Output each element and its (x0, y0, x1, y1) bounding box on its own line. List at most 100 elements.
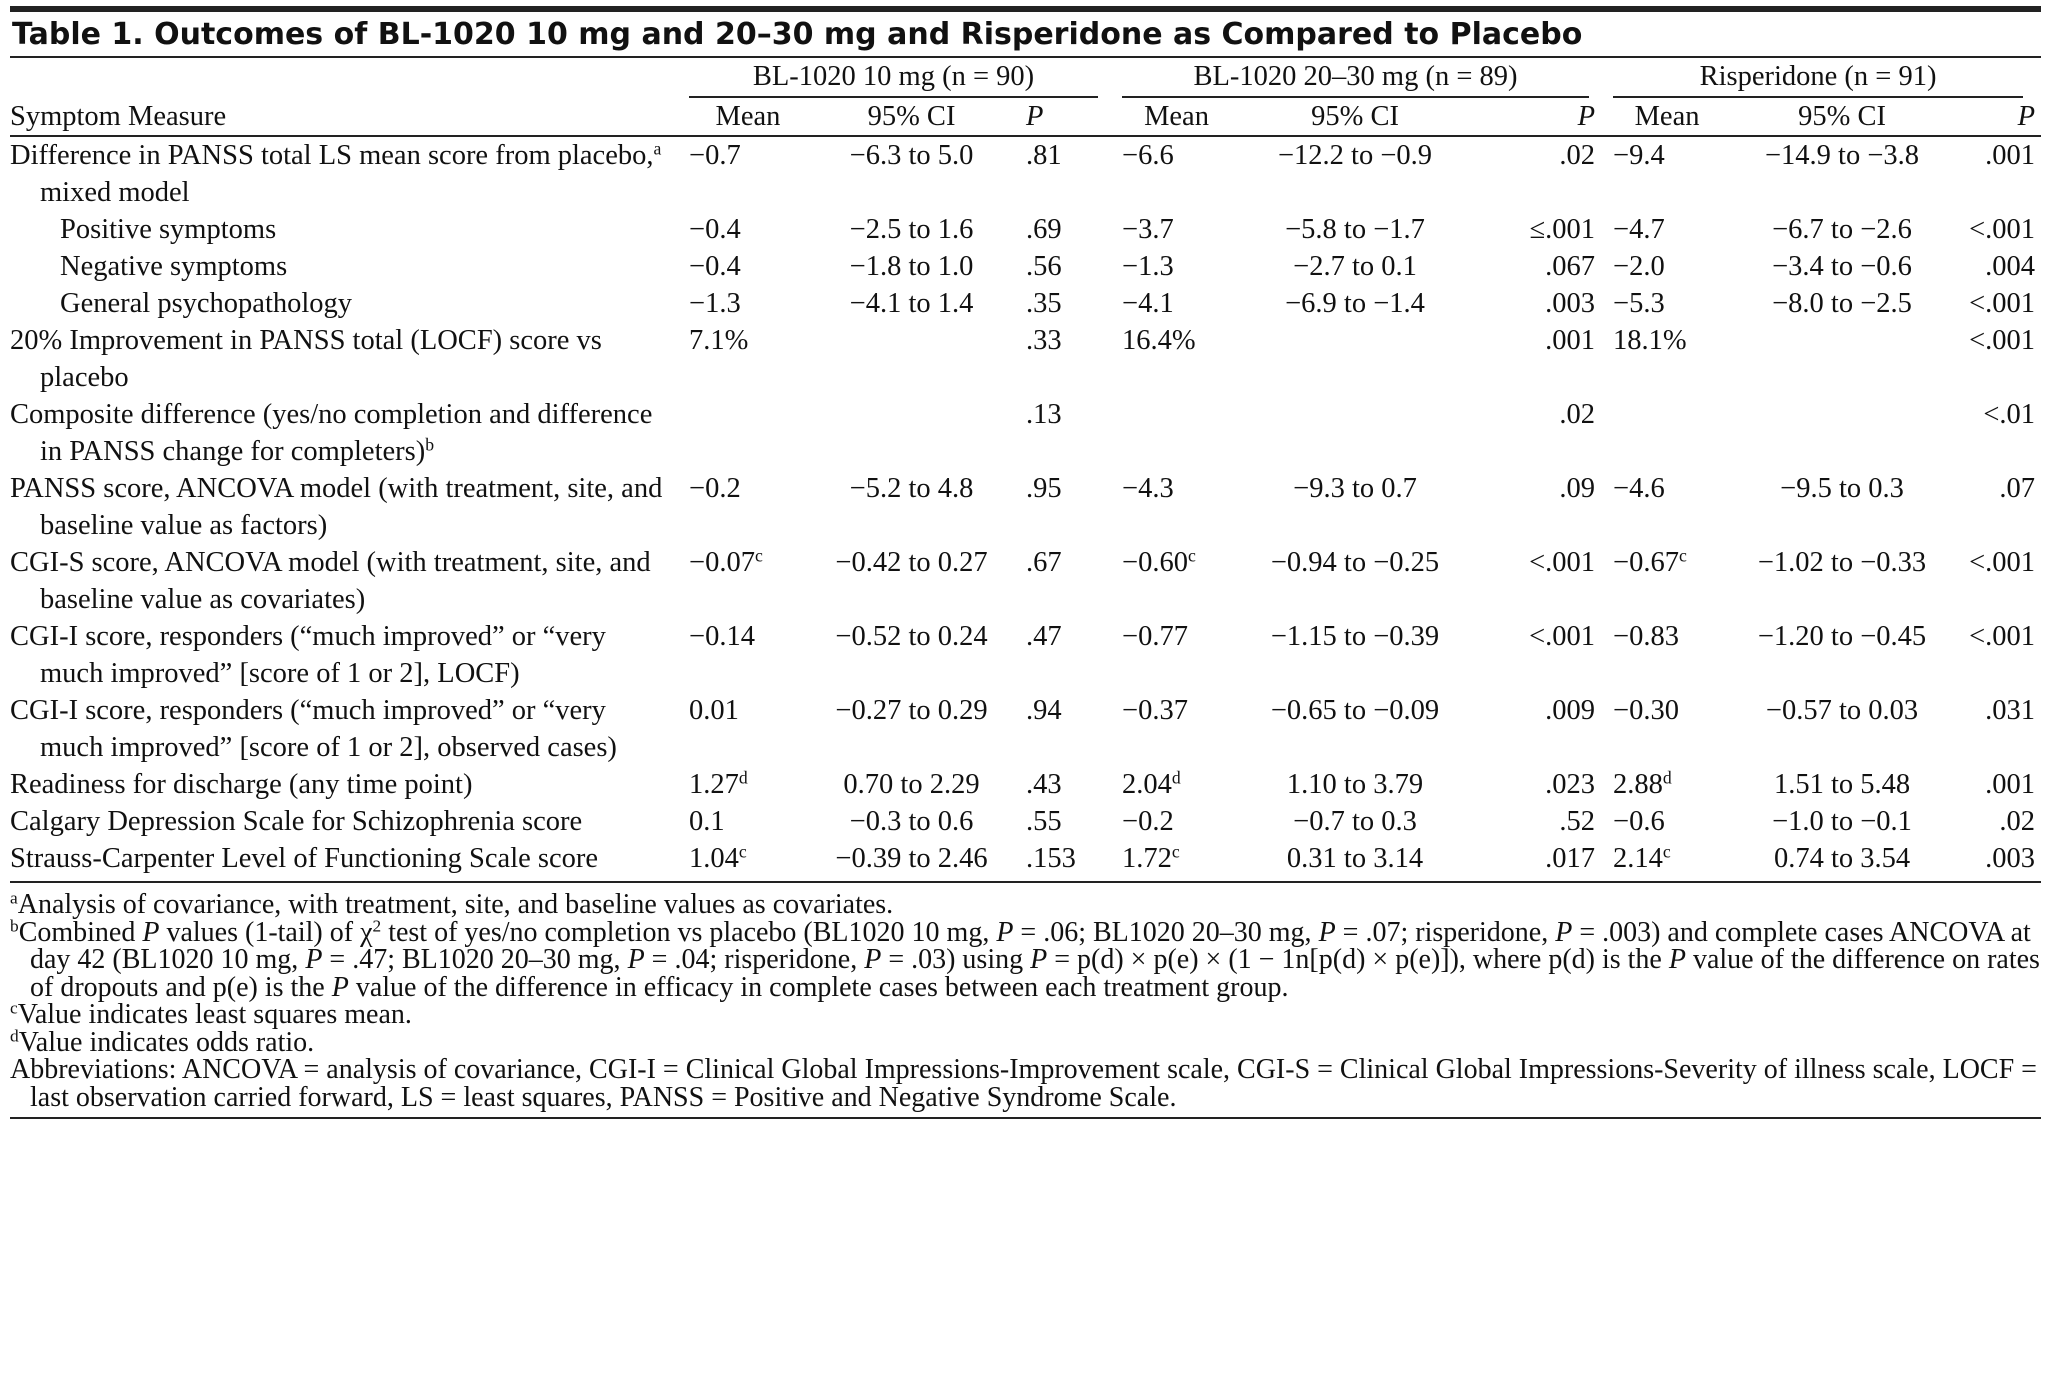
text: .003 (1545, 288, 1596, 319)
cell: −2.5 to 1.6 (807, 211, 1016, 248)
cell: .001 (1479, 322, 1607, 396)
cell (807, 322, 1016, 396)
cell: −0.7 to 0.3 (1231, 803, 1479, 840)
text: −4.1 to 1.4 (849, 288, 974, 319)
cell: −1.02 to −0.33 (1721, 544, 1963, 618)
cell: .47 (1016, 618, 1116, 692)
cell: −0.57 to 0.03 (1721, 692, 1963, 766)
italic-text: P (996, 916, 1014, 948)
superscript: a (653, 138, 662, 159)
text: −0.57 to 0.03 (1765, 695, 1919, 726)
table-row: CGI-I score, responders (“much improved”… (10, 692, 2041, 766)
text: .09 (1559, 473, 1596, 504)
text: −0.2 (689, 473, 741, 504)
text: −4.1 (1122, 288, 1174, 319)
cell: −9.5 to 0.3 (1721, 470, 1963, 544)
text: −0.60 (1122, 547, 1188, 578)
cell: 0.70 to 2.29 (807, 766, 1016, 803)
text: CGI-I score, responders (“much improved”… (10, 621, 606, 689)
text: −4.7 (1613, 214, 1665, 245)
cell: −0.4 (683, 248, 807, 285)
cell: −0.3 to 0.6 (807, 803, 1016, 840)
text: .009 (1545, 695, 1596, 726)
text: mixed model (40, 177, 190, 208)
text: = .07; risperidone, (1335, 916, 1556, 948)
text: −4.6 (1613, 473, 1665, 504)
cell: −0.60c (1116, 544, 1231, 618)
cell: 1.10 to 3.79 (1231, 766, 1479, 803)
superscript: d (738, 767, 748, 788)
cell: 1.72c (1116, 840, 1231, 882)
italic-text: P (1555, 916, 1573, 948)
cell: −0.77 (1116, 618, 1231, 692)
cell: −2.0 (1607, 248, 1721, 285)
cell: .02 (1963, 803, 2041, 840)
italic-text: P (142, 916, 160, 948)
cell: −0.7 (683, 136, 807, 211)
italic-text: P (1030, 944, 1048, 975)
text: −0.7 (689, 140, 741, 171)
superscript: c (738, 841, 747, 862)
text: −6.9 to −1.4 (1285, 288, 1425, 319)
column-header: P (1577, 101, 1596, 132)
text: −6.7 to −2.6 (1772, 214, 1912, 245)
text: 2.04 (1122, 769, 1172, 800)
text: 1.27 (689, 769, 739, 800)
superscript: c (10, 998, 18, 1018)
cell: 2.14c (1607, 840, 1721, 882)
text: <.001 (1969, 621, 2036, 652)
cell: −0.67c (1607, 544, 1721, 618)
text: −0.94 to −0.25 (1270, 547, 1440, 578)
superscript: d (10, 1025, 19, 1045)
column-header: 95% CI (1311, 101, 1399, 132)
cell: −1.3 (1116, 248, 1231, 285)
superscript: b (10, 915, 19, 935)
table-title: Table 1. Outcomes of BL-1020 10 mg and 2… (10, 6, 2041, 58)
cell: <.01 (1963, 396, 2041, 470)
text: CGI-I score, responders (“much improved”… (10, 695, 617, 763)
text: = .04; risperidone, (644, 944, 865, 975)
text: −0.30 (1613, 695, 1679, 726)
cell: .81 (1016, 136, 1116, 211)
text: .02 (1559, 399, 1596, 430)
cell (1231, 396, 1479, 470)
cell: 0.1 (683, 803, 807, 840)
table-figure: Table 1. Outcomes of BL-1020 10 mg and 2… (10, 6, 2042, 1119)
text: −1.15 to −0.39 (1270, 621, 1440, 652)
table-row: CGI-I score, responders (“much improved”… (10, 618, 2041, 692)
row-label: CGI-I score, responders (“much improved”… (10, 618, 683, 692)
cell: −0.42 to 0.27 (807, 544, 1016, 618)
cell: .13 (1016, 396, 1116, 470)
cell: .67 (1016, 544, 1116, 618)
cell: .43 (1016, 766, 1116, 803)
cell: .003 (1479, 285, 1607, 322)
cell: −1.8 to 1.0 (807, 248, 1016, 285)
data-table: BL-1020 10 mg (n = 90) BL-1020 20–30 mg (… (10, 58, 2042, 883)
cell: −0.2 (1116, 803, 1231, 840)
cell: −0.52 to 0.24 (807, 618, 1016, 692)
cell: .95 (1016, 470, 1116, 544)
text: 0.1 (689, 806, 725, 837)
table-row: Strauss-Carpenter Level of Functioning S… (10, 840, 2041, 882)
text: −1.02 to −0.33 (1757, 547, 1927, 578)
text: .13 (1026, 399, 1062, 430)
cell: −3.4 to −0.6 (1721, 248, 1963, 285)
text: −0.6 (1613, 806, 1665, 837)
cell: .067 (1479, 248, 1607, 285)
text: = .03) using (881, 944, 1031, 975)
cell: .55 (1016, 803, 1116, 840)
text: General psychopathology (60, 288, 353, 319)
row-label: General psychopathology (10, 285, 683, 322)
row-label: Strauss-Carpenter Level of Functioning S… (10, 840, 683, 882)
cell: .009 (1479, 692, 1607, 766)
text: 1.72 (1122, 843, 1172, 874)
cell: −8.0 to −2.5 (1721, 285, 1963, 322)
text: −0.67 (1613, 547, 1679, 578)
footnotes: aAnalysis of covariance, with treatment,… (10, 883, 2041, 1119)
text: CGI-S score, ANCOVA model (with treatmen… (10, 547, 651, 615)
text: −6.6 (1122, 140, 1174, 171)
cell: −0.37 (1116, 692, 1231, 766)
sub-row: General psychopathology −1.3 −4.1 to 1.4 .3… (10, 285, 2041, 322)
row-label: Difference in PANSS total LS mean score … (10, 136, 683, 211)
text: −0.14 (689, 621, 755, 652)
